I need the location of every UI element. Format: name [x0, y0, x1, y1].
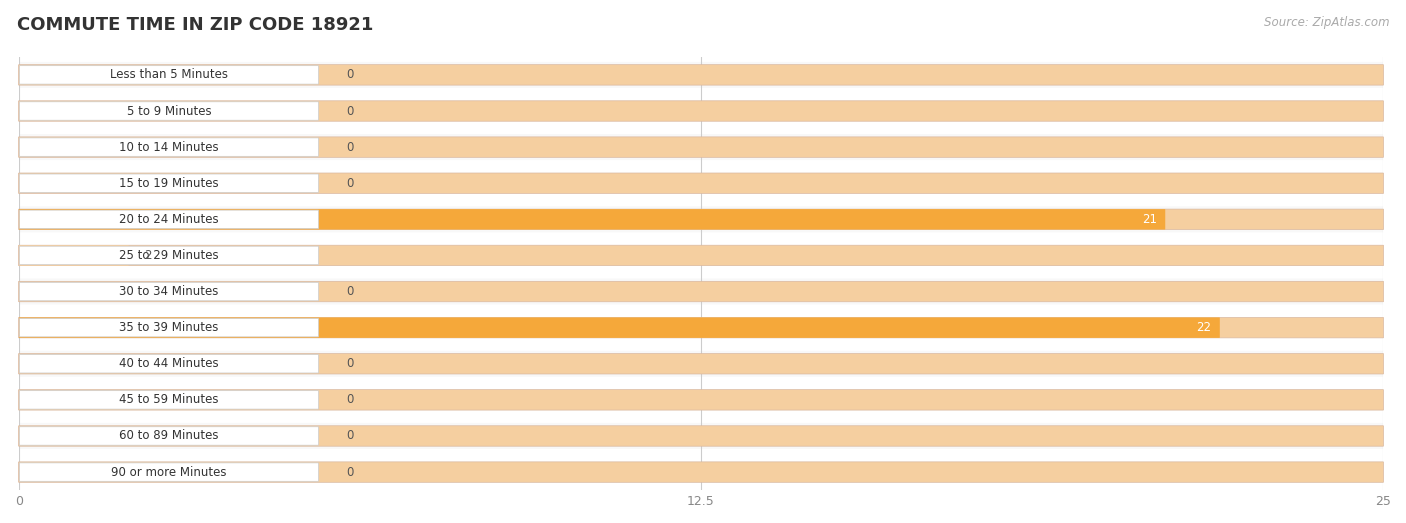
FancyBboxPatch shape [20, 282, 319, 301]
FancyBboxPatch shape [20, 210, 319, 229]
Text: 45 to 59 Minutes: 45 to 59 Minutes [120, 393, 219, 406]
FancyBboxPatch shape [18, 462, 1384, 482]
FancyBboxPatch shape [20, 66, 319, 84]
FancyBboxPatch shape [20, 319, 319, 337]
FancyBboxPatch shape [18, 317, 1220, 338]
Text: 0: 0 [346, 393, 354, 406]
FancyBboxPatch shape [20, 459, 1384, 485]
FancyBboxPatch shape [20, 246, 319, 265]
Text: 0: 0 [346, 141, 354, 154]
FancyBboxPatch shape [18, 245, 1384, 266]
FancyBboxPatch shape [20, 279, 1384, 304]
Text: 25 to 29 Minutes: 25 to 29 Minutes [120, 249, 219, 262]
Text: 2: 2 [145, 249, 152, 262]
FancyBboxPatch shape [20, 138, 319, 156]
FancyBboxPatch shape [18, 173, 1384, 194]
Text: 0: 0 [346, 429, 354, 442]
Text: 30 to 34 Minutes: 30 to 34 Minutes [120, 285, 219, 298]
FancyBboxPatch shape [18, 209, 1384, 230]
Text: 0: 0 [346, 285, 354, 298]
Text: 40 to 44 Minutes: 40 to 44 Minutes [120, 357, 219, 370]
Text: 21: 21 [1142, 213, 1157, 226]
Text: 0: 0 [346, 105, 354, 118]
Text: 0: 0 [346, 69, 354, 82]
FancyBboxPatch shape [20, 355, 319, 373]
FancyBboxPatch shape [20, 463, 319, 481]
FancyBboxPatch shape [20, 102, 319, 120]
FancyBboxPatch shape [20, 98, 1384, 124]
Text: Source: ZipAtlas.com: Source: ZipAtlas.com [1264, 16, 1389, 29]
Text: 20 to 24 Minutes: 20 to 24 Minutes [120, 213, 219, 226]
Text: 15 to 19 Minutes: 15 to 19 Minutes [120, 177, 219, 190]
Text: 10 to 14 Minutes: 10 to 14 Minutes [120, 141, 219, 154]
Text: 0: 0 [346, 357, 354, 370]
FancyBboxPatch shape [20, 315, 1384, 340]
FancyBboxPatch shape [20, 243, 1384, 268]
FancyBboxPatch shape [20, 134, 1384, 160]
FancyBboxPatch shape [20, 423, 1384, 449]
FancyBboxPatch shape [20, 174, 319, 192]
FancyBboxPatch shape [18, 65, 1384, 85]
FancyBboxPatch shape [18, 209, 1166, 230]
Text: Less than 5 Minutes: Less than 5 Minutes [110, 69, 228, 82]
FancyBboxPatch shape [20, 207, 1384, 232]
Text: 90 or more Minutes: 90 or more Minutes [111, 465, 226, 479]
FancyBboxPatch shape [20, 62, 1384, 88]
FancyBboxPatch shape [18, 426, 1384, 446]
FancyBboxPatch shape [18, 390, 1384, 410]
FancyBboxPatch shape [20, 391, 319, 409]
Text: 22: 22 [1197, 321, 1211, 334]
FancyBboxPatch shape [20, 351, 1384, 377]
FancyBboxPatch shape [20, 387, 1384, 413]
Text: COMMUTE TIME IN ZIP CODE 18921: COMMUTE TIME IN ZIP CODE 18921 [17, 16, 373, 33]
Text: 0: 0 [346, 177, 354, 190]
FancyBboxPatch shape [18, 281, 1384, 302]
Text: 35 to 39 Minutes: 35 to 39 Minutes [120, 321, 219, 334]
Text: 0: 0 [346, 465, 354, 479]
FancyBboxPatch shape [18, 317, 1384, 338]
FancyBboxPatch shape [18, 245, 128, 266]
FancyBboxPatch shape [18, 354, 1384, 374]
FancyBboxPatch shape [20, 170, 1384, 196]
FancyBboxPatch shape [18, 101, 1384, 121]
FancyBboxPatch shape [20, 427, 319, 445]
Text: 60 to 89 Minutes: 60 to 89 Minutes [120, 429, 219, 442]
FancyBboxPatch shape [18, 137, 1384, 157]
Text: 5 to 9 Minutes: 5 to 9 Minutes [127, 105, 211, 118]
